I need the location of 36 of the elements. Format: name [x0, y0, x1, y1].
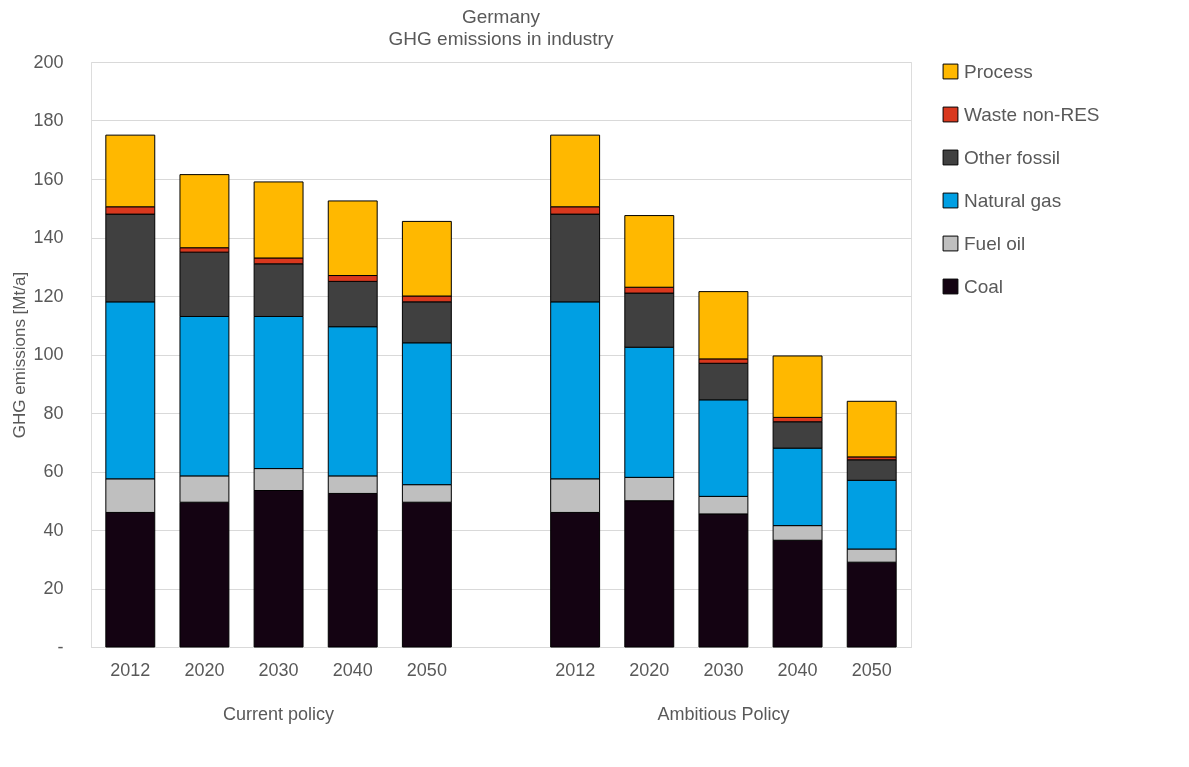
legend-label: Coal [964, 275, 1004, 297]
chart-subtitle: GHG emissions in industry [388, 28, 614, 49]
legend-label: Natural gas [964, 189, 1062, 211]
bar [772, 355, 823, 418]
x-tick-label: 2012 [110, 659, 151, 680]
x-tick-label: 2050 [406, 659, 447, 680]
legend-label: Process [964, 60, 1033, 82]
x-tick-label: 2040 [777, 659, 818, 680]
x-tick-label: 2030 [703, 659, 744, 680]
y-tick-label: 100 [33, 344, 64, 364]
bar [179, 174, 230, 249]
y-tick-label: 40 [43, 519, 64, 540]
y-tick-label: 20 [43, 578, 64, 598]
y-tick-label: 80 [43, 402, 64, 423]
y-tick-label: 60 [43, 461, 64, 481]
text: Current policy [223, 704, 335, 724]
x-tick-label: 2020 [184, 659, 225, 680]
chart-title: Germany [461, 6, 541, 27]
bar [846, 400, 897, 458]
y-tick-label: 120 [33, 285, 64, 306]
legend-label: Other fossil [964, 146, 1061, 168]
y-tick-label: - [57, 636, 64, 657]
x-tick-label: 2012 [555, 659, 596, 680]
legend-label: Waste non-RES [964, 103, 1100, 125]
y-tick-label: 180 [33, 110, 64, 130]
y-axis-title: GHG emissions [Mt/a] [10, 271, 30, 439]
x-tick-label: 2030 [258, 659, 299, 680]
x-tick-label: 2040 [332, 659, 373, 680]
x-tick-label: 2020 [629, 659, 670, 680]
x-tick-label: 2050 [851, 659, 892, 680]
bar [698, 291, 749, 360]
text: Ambitious Policy [657, 704, 790, 724]
y-tick-label: 160 [33, 168, 64, 189]
legend-label: Fuel oil [964, 232, 1026, 254]
y-tick-label: 140 [33, 227, 64, 247]
y-tick-label: 200 [33, 51, 64, 72]
